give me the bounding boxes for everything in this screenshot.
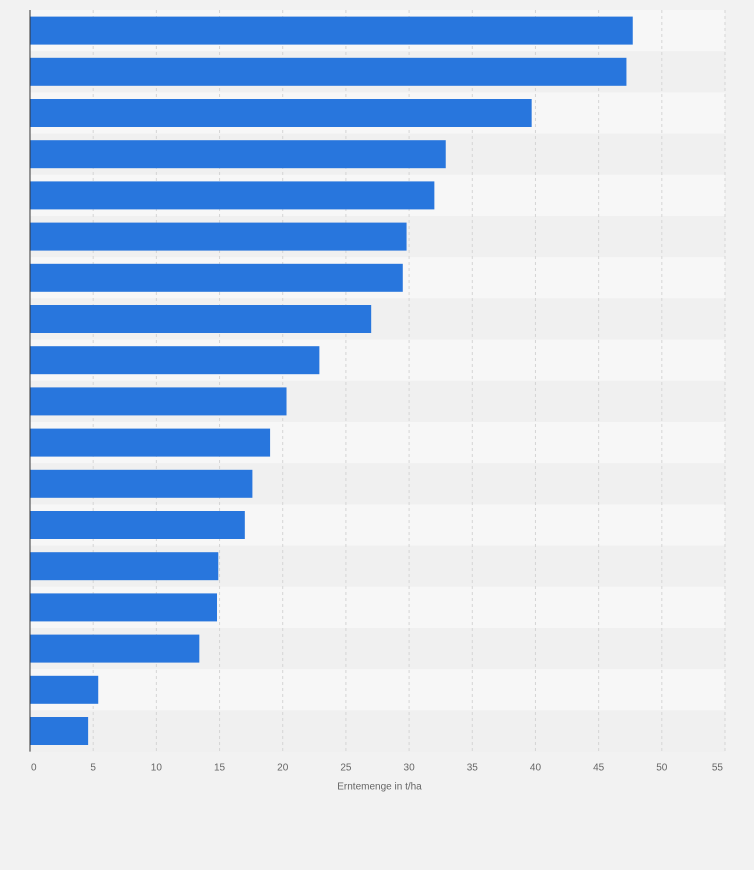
x-axis-title: Erntemenge in t/ha [337,782,422,793]
bar [30,346,320,375]
bar [30,717,89,745]
x-tick-label: 10 [151,763,163,774]
row-band [30,710,725,752]
bar [30,140,446,169]
bar [30,99,532,127]
x-tick-label: 15 [214,763,226,774]
bar [30,263,403,292]
gridlines [92,10,726,752]
bar [30,181,435,210]
x-tick-label: 55 [712,763,724,774]
row-band [30,669,725,711]
bar [30,634,200,663]
x-tick-label: 5 [90,763,96,774]
bar [30,511,245,539]
bar [30,387,287,416]
bar [30,428,271,457]
x-tick-label: 50 [656,763,668,774]
x-tick-label: 35 [467,763,479,774]
x-tick-label: 30 [404,763,416,774]
bar [30,552,219,581]
bar [30,675,99,704]
bar [30,222,407,251]
bar [30,469,253,498]
x-tick-label: 0 [31,763,37,774]
bars [30,16,633,745]
bar [30,305,372,333]
x-tick-label: 20 [277,763,289,774]
bar [30,593,218,622]
bar [30,16,633,45]
x-tick-label: 25 [340,763,352,774]
bar [30,57,627,86]
x-tick-label: 40 [530,763,542,774]
x-axis-ticks: 0 5 10 15 20 25 30 35 40 45 50 55 [31,763,723,774]
x-tick-label: 45 [593,763,605,774]
